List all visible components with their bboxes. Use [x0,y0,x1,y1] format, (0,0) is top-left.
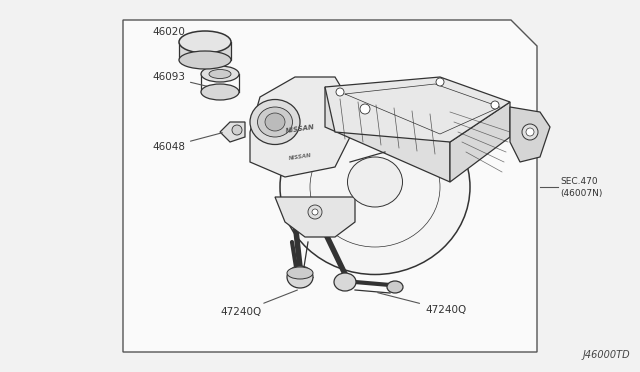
Ellipse shape [179,31,231,53]
Circle shape [522,124,538,140]
Polygon shape [510,107,550,162]
Circle shape [360,104,370,114]
PathPatch shape [123,20,537,352]
Polygon shape [275,197,355,237]
Ellipse shape [348,157,403,207]
Ellipse shape [201,66,239,82]
Polygon shape [220,122,245,142]
Text: 46093: 46093 [152,72,207,86]
Text: J46000TD: J46000TD [582,350,630,360]
Text: SEC.470: SEC.470 [560,176,598,186]
Text: NISSAN: NISSAN [285,124,315,134]
Circle shape [491,101,499,109]
Ellipse shape [334,273,356,291]
Ellipse shape [280,99,470,275]
Ellipse shape [287,266,313,288]
Ellipse shape [201,84,239,100]
Circle shape [232,125,242,135]
Text: 47240Q: 47240Q [221,290,298,317]
Text: (46007N): (46007N) [560,189,602,198]
Circle shape [312,209,318,215]
Ellipse shape [209,70,231,78]
Ellipse shape [250,99,300,144]
Polygon shape [250,77,350,177]
Ellipse shape [257,107,292,137]
Text: 46048: 46048 [152,133,222,152]
Ellipse shape [387,281,403,293]
Ellipse shape [265,113,285,131]
Text: 47240Q: 47240Q [378,293,467,315]
Circle shape [436,78,444,86]
Circle shape [336,88,344,96]
Polygon shape [325,77,510,142]
Ellipse shape [287,267,313,279]
Text: NISSAN: NISSAN [288,153,312,161]
Polygon shape [179,42,231,60]
Polygon shape [325,87,450,182]
Polygon shape [450,102,510,182]
Circle shape [526,128,534,136]
Circle shape [308,205,322,219]
Text: 46020: 46020 [152,27,218,51]
Ellipse shape [179,51,231,69]
